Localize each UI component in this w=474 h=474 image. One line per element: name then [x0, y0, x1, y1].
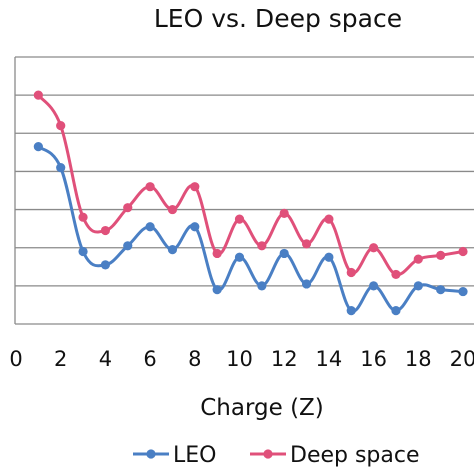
- data-point-deep-space: [234, 214, 245, 224]
- data-point-leo: [190, 222, 200, 232]
- data-point-leo: [413, 281, 423, 291]
- data-point-deep-space: [212, 248, 222, 259]
- x-tick-label: 20: [450, 347, 474, 371]
- x-axis-label: Charge (Z): [200, 395, 324, 421]
- data-point-deep-space: [257, 241, 267, 251]
- data-point-deep-space: [78, 212, 88, 222]
- series-group: [33, 90, 468, 316]
- data-point-leo: [369, 281, 379, 291]
- series-leo: [33, 142, 468, 316]
- data-point-deep-space: [145, 182, 155, 192]
- x-tick-label: 4: [99, 347, 112, 371]
- data-point-deep-space: [369, 243, 379, 253]
- axes: [14, 57, 474, 325]
- data-point-deep-space: [190, 182, 200, 192]
- data-point-leo: [458, 286, 468, 297]
- legend-item-deep-space: Deep space: [250, 443, 420, 468]
- data-point-deep-space: [391, 269, 401, 280]
- data-point-deep-space: [167, 204, 178, 215]
- data-point-leo: [167, 245, 178, 255]
- series-deep-space: [33, 90, 468, 280]
- data-point-leo: [33, 142, 43, 152]
- data-point-deep-space: [346, 267, 356, 278]
- chart-title: LEO vs. Deep space: [154, 4, 402, 33]
- data-point-deep-space: [279, 208, 289, 218]
- legend-label: Deep space: [290, 443, 420, 468]
- data-point-leo: [212, 285, 222, 295]
- data-point-deep-space: [123, 203, 133, 213]
- data-point-deep-space: [301, 239, 312, 249]
- x-tick-labels: 0 2 4 6 8 10 12 14 16 18 20: [9, 347, 474, 371]
- x-tick-label: 18: [405, 347, 432, 371]
- data-point-leo: [78, 246, 88, 257]
- x-tick-label: 0: [9, 347, 22, 371]
- data-point-deep-space: [56, 121, 66, 131]
- data-point-deep-space: [324, 214, 334, 224]
- x-tick-label: 14: [316, 347, 343, 371]
- legend-item-leo: LEO: [133, 443, 216, 468]
- data-point-leo: [324, 252, 334, 262]
- legend: LEO Deep space: [133, 443, 420, 468]
- legend-label: LEO: [173, 443, 216, 468]
- data-point-deep-space: [458, 246, 468, 257]
- x-tick-label: 12: [271, 347, 298, 371]
- x-tick-label: 10: [226, 347, 253, 371]
- data-point-leo: [257, 281, 267, 291]
- data-point-leo: [391, 306, 401, 316]
- data-point-leo: [56, 163, 66, 173]
- x-tick-label: 16: [360, 347, 387, 371]
- legend-swatch-marker: [146, 449, 156, 459]
- x-tick-label: 6: [143, 347, 156, 371]
- data-point-deep-space: [413, 254, 423, 264]
- data-point-leo: [234, 252, 245, 262]
- data-point-leo: [346, 306, 356, 316]
- data-point-leo: [436, 285, 446, 295]
- data-point-deep-space: [100, 225, 110, 236]
- data-point-deep-space: [436, 250, 446, 260]
- data-point-leo: [301, 279, 312, 289]
- legend-swatch-marker: [263, 449, 273, 459]
- data-point-leo: [145, 222, 155, 232]
- data-point-leo: [279, 248, 289, 259]
- x-tick-label: 2: [54, 347, 67, 371]
- data-point-leo: [100, 260, 110, 270]
- grid-lines: [15, 56, 474, 287]
- x-tick-label: 8: [188, 347, 201, 371]
- data-point-leo: [123, 241, 133, 251]
- data-point-deep-space: [33, 90, 43, 100]
